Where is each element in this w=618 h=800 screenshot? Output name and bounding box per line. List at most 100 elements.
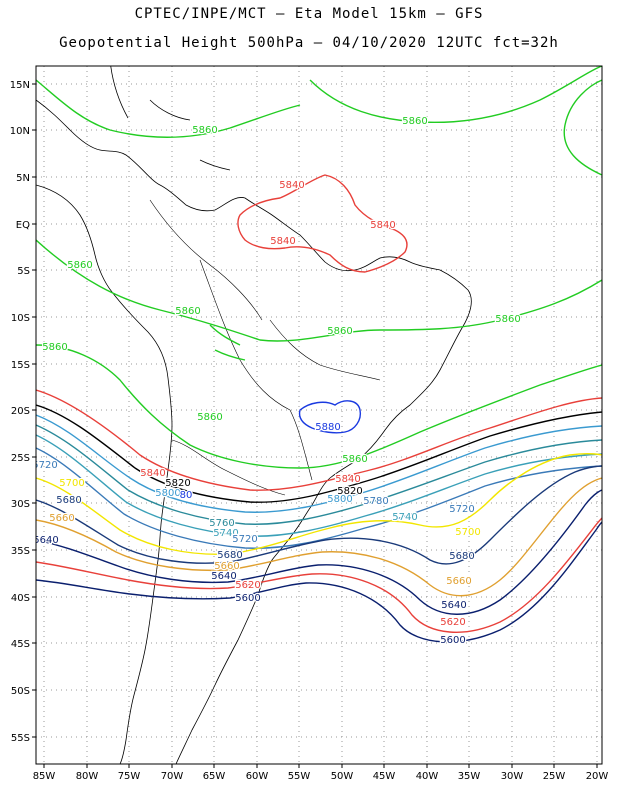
contour-5860 [563, 79, 602, 176]
lon-tick-label: 35W [458, 771, 481, 782]
lon-tick-label: 20W [586, 771, 609, 782]
contour-label: 5680 [217, 550, 242, 561]
lat-tick-label: 20S [11, 406, 30, 417]
contour-label: 5740 [213, 528, 238, 539]
lat-tick-label: 50S [11, 686, 30, 697]
lat-tick-label: 40S [11, 593, 30, 604]
contour-5860 [36, 344, 602, 469]
title-line-2: Geopotential Height 500hPa – 04/10/2020 … [59, 35, 559, 51]
contour-label: 5800 [327, 494, 352, 505]
lat-tick-label: 5N [16, 173, 30, 184]
lon-tick-label: 55W [288, 771, 311, 782]
contour-label: 5800 [155, 488, 180, 499]
contour-label: 5740 [392, 512, 417, 523]
lon-tick-label: 65W [203, 771, 226, 782]
contour-label: 5880 [315, 422, 340, 433]
gridlines [36, 66, 602, 764]
contour-label: 5840 [279, 180, 304, 191]
contours [36, 66, 602, 643]
country-borders [149, 199, 381, 496]
contour-label: 5860 [197, 412, 222, 423]
coastlines [36, 66, 472, 764]
contour-label: 5860 [175, 306, 200, 317]
contour-label: 5660 [214, 561, 239, 572]
map-frame [35, 65, 603, 765]
contour-5840 [36, 389, 602, 491]
lon-tick-label: 40W [416, 771, 439, 782]
lon-tick-label: 25W [543, 771, 566, 782]
lat-tick-label: 35S [11, 546, 30, 557]
contour-5820 [36, 404, 602, 503]
contour-label: 5680 [56, 495, 81, 506]
contour-5620 [36, 517, 602, 633]
map-content: 5860 5860 5860 5860 5860 5860 5860 5860 5860 5840… [33, 66, 602, 764]
contour-label: 5760 [209, 518, 234, 529]
contour-label: 5840 [270, 236, 295, 247]
contour-5860 [209, 324, 246, 361]
contour-label: 5620 [440, 617, 465, 628]
contour-5640 [36, 489, 602, 615]
axis-ticks: 85W 80W 75W 70W 65W 60W 55W 50W 45W 40W 35W 30W 25W 2… [10, 80, 609, 782]
contour-label: 5820 [337, 486, 362, 497]
lon-tick-label: 60W [246, 771, 269, 782]
title-line-1: CPTEC/INPE/MCT – Eta Model 15km – GFS [134, 6, 484, 22]
contour-5860 [36, 79, 301, 138]
contour-5860 [36, 239, 602, 342]
contour-label: 5840 [370, 220, 395, 231]
lon-tick-label: 80W [76, 771, 99, 782]
contour-label: 5640 [211, 571, 236, 582]
contour-label: 5600 [235, 593, 260, 604]
lat-tick-label: 30S [11, 499, 30, 510]
contour-label: 5860 [327, 326, 352, 337]
lon-tick-label: 70W [161, 771, 184, 782]
contour-label: 5640 [33, 535, 58, 546]
lat-tick-label: 10N [10, 126, 30, 137]
contour-5700 [36, 452, 602, 555]
lon-tick-label: 45W [373, 771, 396, 782]
contour-5880 [298, 400, 362, 434]
lon-tick-label: 50W [331, 771, 354, 782]
contour-label: 5860 [402, 116, 427, 127]
contour-label: 5820 [165, 478, 190, 489]
contour-5600 [36, 521, 602, 643]
contour-5740 [36, 434, 602, 537]
contour-label: 5700 [59, 478, 84, 489]
contour-label: 5780 [363, 496, 388, 507]
lat-tick-label: 15S [11, 360, 30, 371]
contour-5680 [36, 465, 602, 565]
contour-label: 5860 [42, 342, 67, 353]
contour-label: 5840 [335, 474, 360, 485]
contour-5660 [36, 477, 602, 597]
contour-5760 [36, 424, 602, 525]
contour-5860 [309, 66, 602, 124]
lon-tick-label: 30W [501, 771, 524, 782]
lat-tick-label: 15N [10, 80, 30, 91]
contour-label: 5860 [342, 454, 367, 465]
lat-tick-label: 5S [17, 266, 30, 277]
contour-label: 5680 [449, 551, 474, 562]
contour-5800 [36, 414, 602, 513]
lat-tick-label: 25S [11, 453, 30, 464]
lat-tick-label: EQ [16, 220, 30, 231]
contour-5720 [36, 447, 602, 549]
contour-label: 5860 [67, 260, 92, 271]
contour-labels: 5860 5860 5860 5860 5860 5860 5860 5860 5860 5840… [33, 115, 522, 648]
contour-label: 5600 [440, 635, 465, 646]
lat-tick-label: 10S [11, 313, 30, 324]
contour-label: 80 [180, 490, 193, 501]
contour-label: 5860 [495, 314, 520, 325]
lat-tick-label: 55S [11, 733, 30, 744]
lat-tick-label: 45S [11, 639, 30, 650]
contour-label: 5620 [235, 580, 260, 591]
contour-label: 5720 [232, 534, 257, 545]
lon-tick-label: 85W [33, 771, 56, 782]
contour-label: 5840 [140, 468, 165, 479]
contour-label: 5660 [446, 576, 471, 587]
contour-label: 5700 [455, 527, 480, 538]
contour-5840 [237, 174, 408, 273]
contour-label: 5860 [192, 125, 217, 136]
contour-label: 5660 [49, 513, 74, 524]
contour-label: 5640 [441, 600, 466, 611]
contour-label: 5720 [449, 504, 474, 515]
